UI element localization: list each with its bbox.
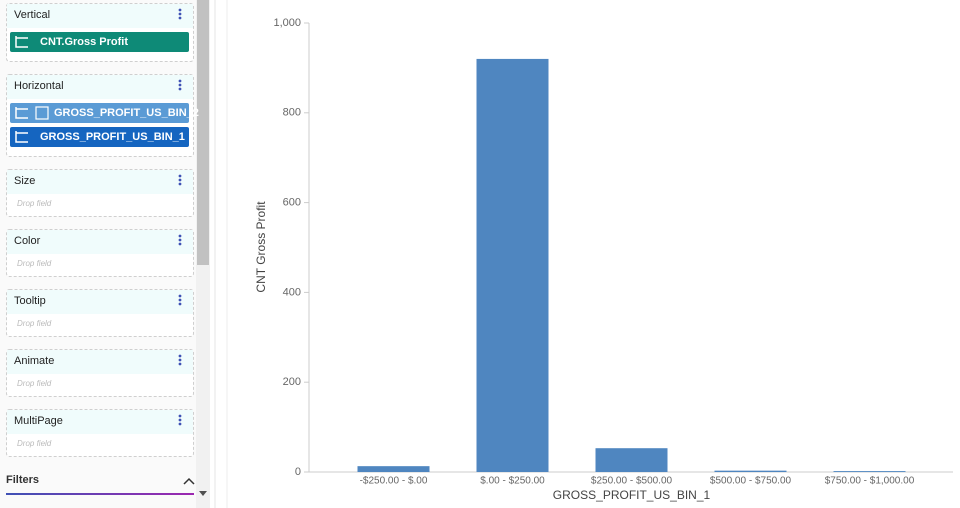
menu-dot[interactable] bbox=[178, 182, 182, 186]
menu-dot[interactable] bbox=[178, 414, 182, 418]
menu-dot[interactable] bbox=[178, 242, 182, 246]
menu-dot[interactable] bbox=[178, 358, 182, 362]
drop-placeholder: Drop field bbox=[17, 199, 52, 208]
y-tick-label: 400 bbox=[283, 286, 301, 298]
y-axis-label: CNT Gross Profit bbox=[254, 201, 268, 293]
drop-zone-header bbox=[7, 410, 193, 434]
x-tick-label: $500.00 - $750.00 bbox=[710, 476, 792, 487]
drop-zone-header bbox=[7, 230, 193, 254]
collapse-chevron[interactable] bbox=[183, 477, 195, 485]
drop-zone-header bbox=[7, 170, 193, 194]
drop-zone-header bbox=[7, 4, 193, 28]
field-pill[interactable] bbox=[10, 103, 189, 123]
menu-dot[interactable] bbox=[178, 354, 182, 358]
menu-dot[interactable] bbox=[178, 302, 182, 306]
menu-dot[interactable] bbox=[178, 8, 182, 12]
field-icon bbox=[15, 36, 28, 48]
section-title: Tooltip bbox=[14, 295, 46, 307]
section-title: Horizontal bbox=[14, 80, 64, 92]
y-tick-label: 1,000 bbox=[273, 17, 301, 29]
menu-dot[interactable] bbox=[178, 418, 182, 422]
bar[interactable] bbox=[357, 466, 430, 472]
menu-dot[interactable] bbox=[178, 83, 182, 87]
filters-title[interactable]: Filters bbox=[6, 474, 39, 486]
section-title: Vertical bbox=[14, 9, 50, 21]
bar[interactable] bbox=[714, 470, 787, 472]
field-pill[interactable] bbox=[10, 127, 189, 147]
drop-zone-header bbox=[7, 350, 193, 374]
x-tick-label: $750.00 - $1,000.00 bbox=[825, 476, 915, 487]
scroll-down-arrow[interactable] bbox=[199, 491, 207, 496]
drop-zone-header bbox=[7, 75, 193, 99]
field-label: GROSS_PROFIT_US_BIN_1 bbox=[40, 131, 185, 143]
scrollbar-thumb[interactable] bbox=[197, 0, 209, 265]
filters-underline bbox=[6, 493, 194, 495]
section-title: Animate bbox=[14, 355, 54, 367]
menu-dot[interactable] bbox=[178, 298, 182, 302]
menu-dot[interactable] bbox=[178, 234, 182, 238]
section-title: MultiPage bbox=[14, 415, 63, 427]
menu-dot[interactable] bbox=[178, 294, 182, 298]
menu-dot[interactable] bbox=[178, 12, 182, 16]
drop-placeholder: Drop field bbox=[17, 379, 52, 388]
menu-dot[interactable] bbox=[178, 174, 182, 178]
menu-dot[interactable] bbox=[178, 79, 182, 83]
drop-placeholder: Drop field bbox=[17, 439, 52, 448]
drop-placeholder: Drop field bbox=[17, 319, 52, 328]
menu-dot[interactable] bbox=[178, 87, 182, 91]
field-label: GROSS_PROFIT_US_BIN_2 bbox=[54, 107, 199, 119]
bar[interactable] bbox=[595, 448, 668, 472]
menu-dot[interactable] bbox=[178, 422, 182, 426]
menu-dot[interactable] bbox=[178, 178, 182, 182]
menu-dot[interactable] bbox=[178, 238, 182, 242]
menu-dot[interactable] bbox=[178, 16, 182, 20]
bin-icon bbox=[35, 106, 49, 120]
drop-zone-header bbox=[7, 290, 193, 314]
y-tick-label: 0 bbox=[295, 466, 301, 478]
x-axis-label: GROSS_PROFIT_US_BIN_1 bbox=[553, 488, 711, 502]
field-label: CNT.Gross Profit bbox=[40, 36, 128, 48]
x-tick-label: -$250.00 - $.00 bbox=[360, 476, 428, 487]
field-icon bbox=[15, 131, 28, 143]
y-tick-label: 600 bbox=[283, 197, 301, 209]
bar[interactable] bbox=[833, 471, 906, 472]
section-title: Size bbox=[14, 175, 35, 187]
section-title: Color bbox=[14, 235, 41, 247]
menu-dot[interactable] bbox=[178, 362, 182, 366]
y-tick-label: 200 bbox=[283, 376, 301, 388]
field-pill[interactable] bbox=[10, 32, 189, 52]
field-icon bbox=[15, 107, 28, 119]
x-tick-label: $250.00 - $500.00 bbox=[591, 476, 673, 487]
x-tick-label: $.00 - $250.00 bbox=[480, 476, 545, 487]
bar[interactable] bbox=[476, 58, 549, 473]
y-tick-label: 800 bbox=[283, 107, 301, 119]
drop-placeholder: Drop field bbox=[17, 259, 52, 268]
